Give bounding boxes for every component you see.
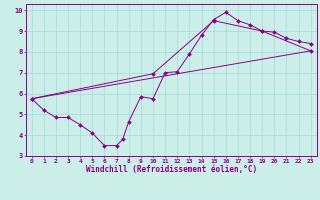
- X-axis label: Windchill (Refroidissement éolien,°C): Windchill (Refroidissement éolien,°C): [86, 165, 257, 174]
